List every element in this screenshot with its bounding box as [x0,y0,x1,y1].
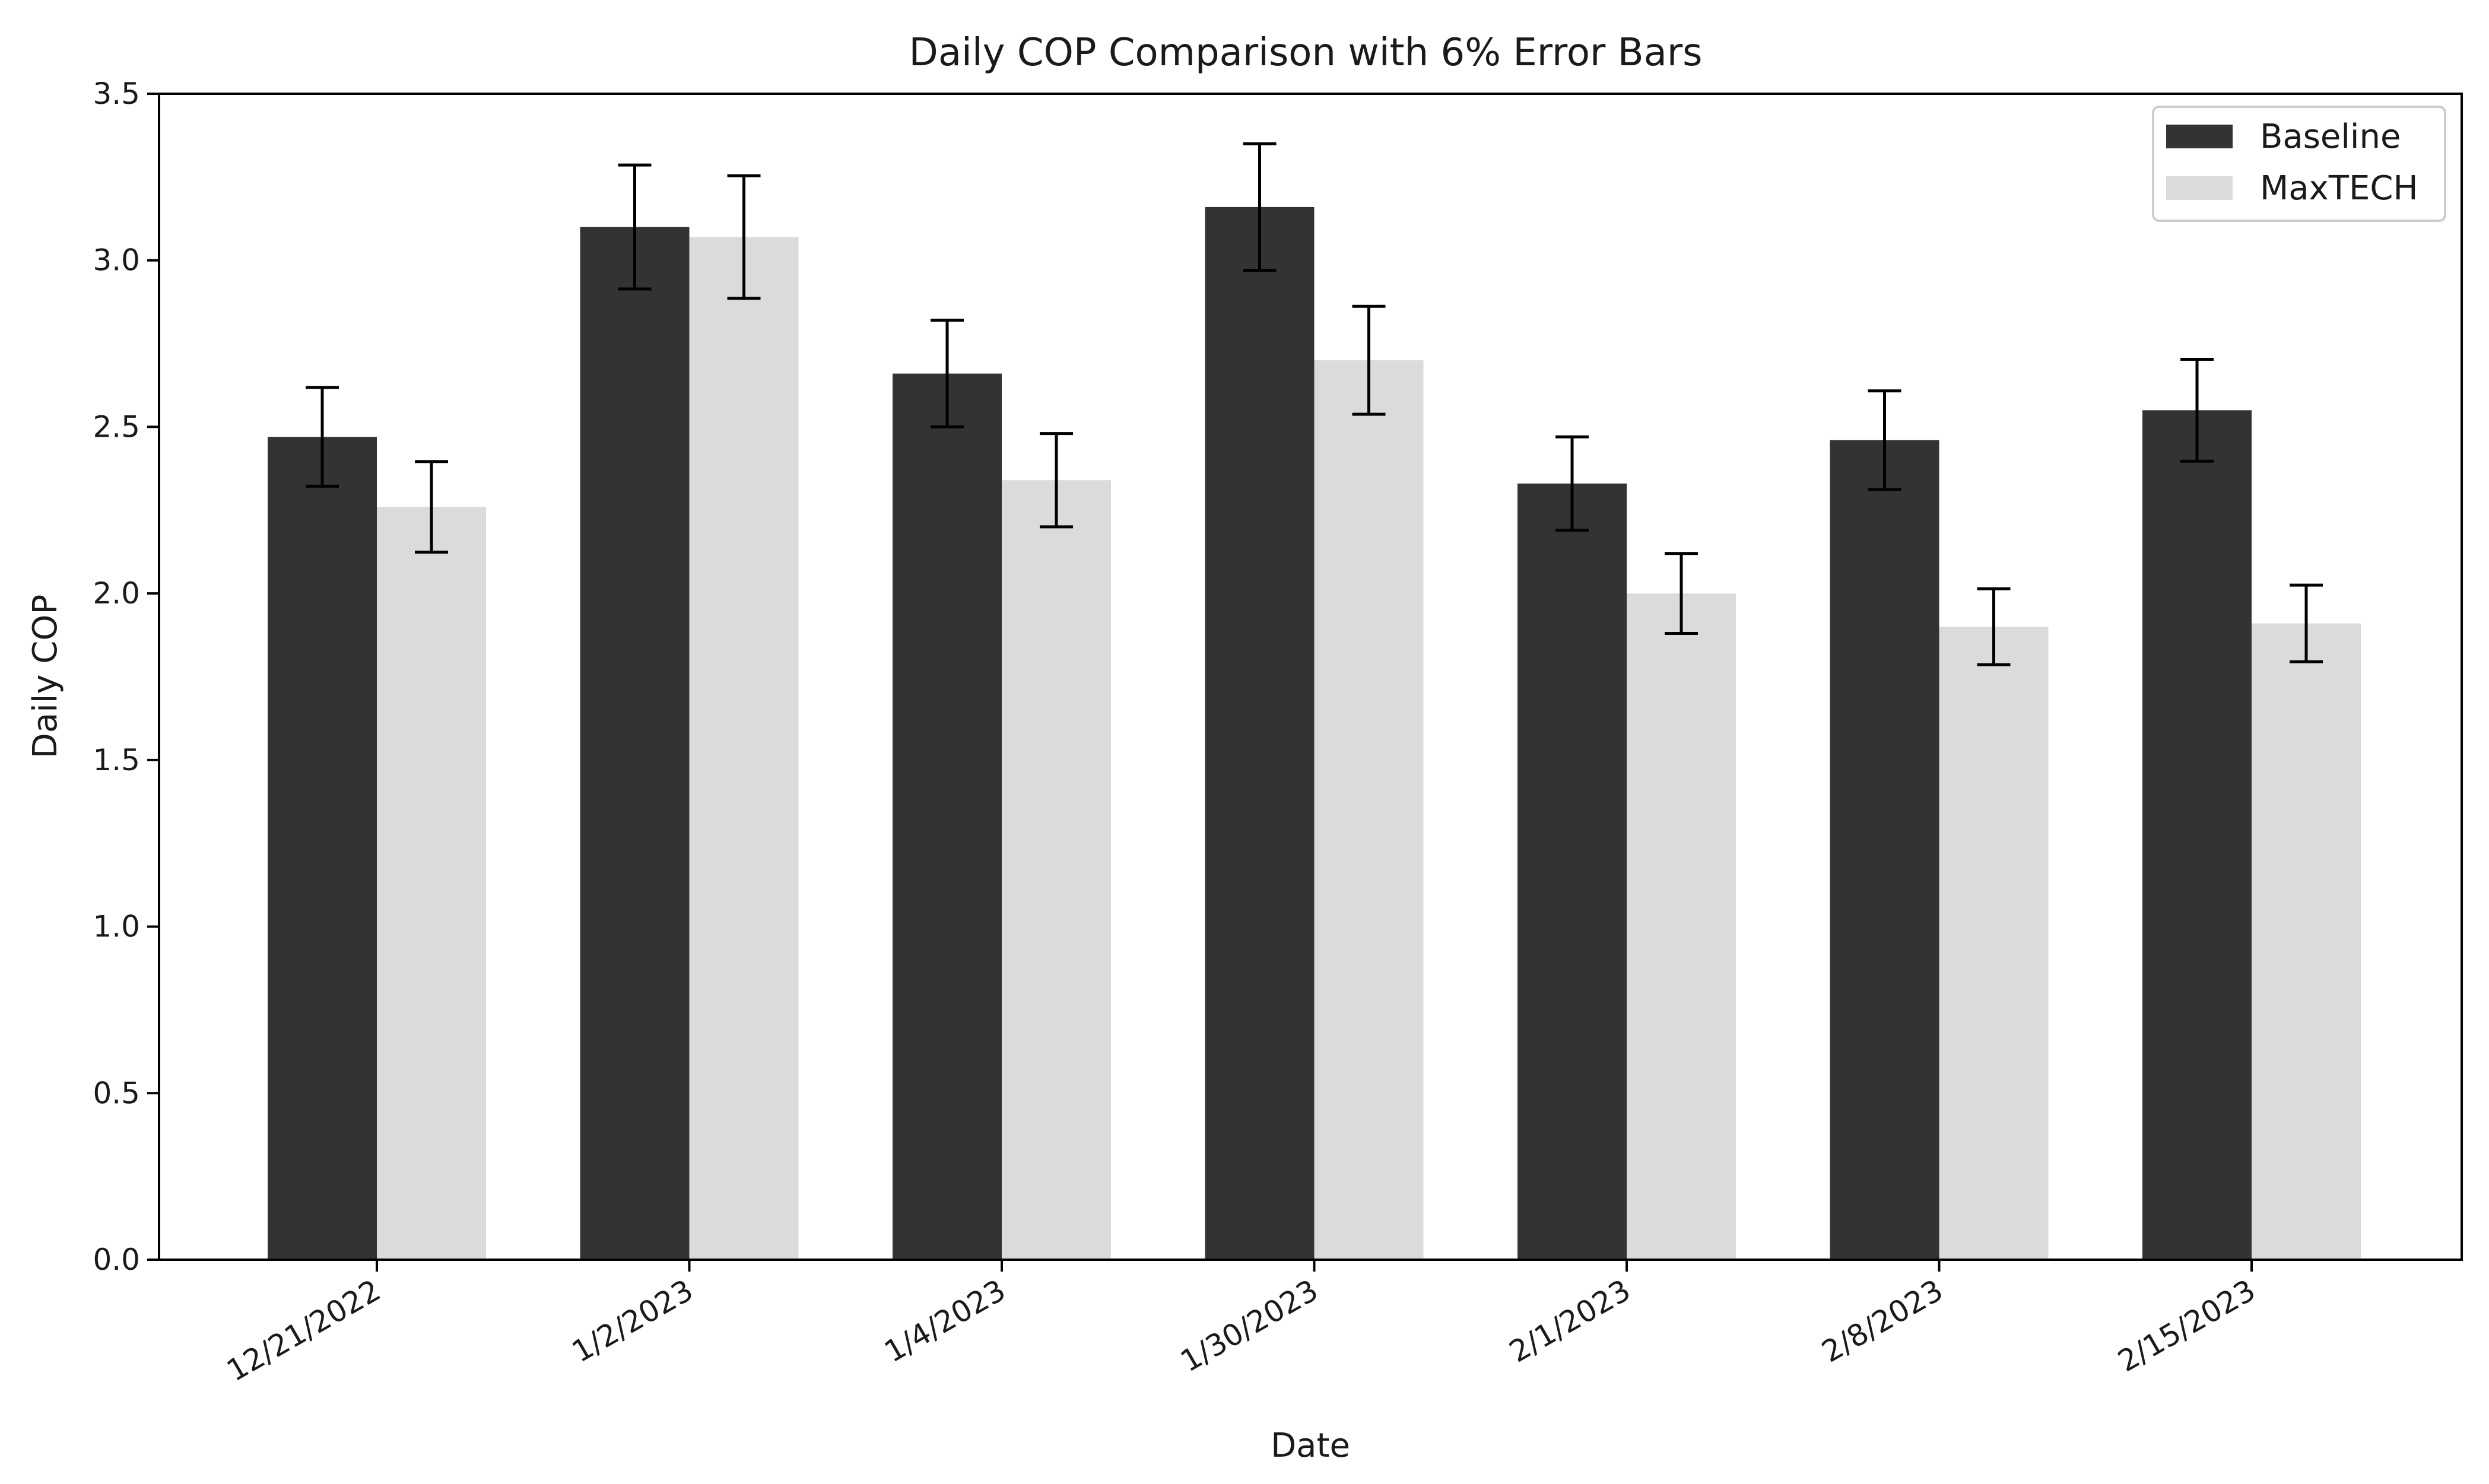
bar [377,507,486,1260]
plot-frame [158,93,2463,1261]
bar [1830,440,1939,1260]
legend-label: MaxTECH [2260,169,2418,208]
bar [1205,206,1315,1260]
plot-marks [268,142,2361,1260]
error-bars-maxtech [415,174,2323,666]
error-bar [1868,389,1901,491]
error-bars-baseline [306,142,2214,532]
legend-item: Baseline [2166,117,2401,156]
error-bar [1040,432,1073,529]
bar [2252,623,2361,1260]
error-bar [727,174,761,300]
bar [1314,360,1424,1260]
y-tick-label: 0.5 [93,1076,140,1110]
y-tick-label: 1.5 [93,743,140,777]
series-maxtech [377,237,2361,1260]
y-tick-label: 1.0 [93,910,140,944]
bar [1939,627,2049,1260]
y-axis-label: Daily COP [26,595,65,758]
error-bar [306,386,339,488]
bar [268,437,377,1260]
bar [580,227,690,1260]
legend-item: MaxTECH [2166,169,2418,208]
y-tick-label: 3.5 [93,77,140,111]
bar [1627,593,1736,1260]
error-bar [1352,304,1386,416]
bar [2142,410,2252,1260]
error-bar [931,319,964,428]
y-tick-label: 2.5 [93,409,140,444]
y-tick-label: 2.0 [93,576,140,611]
bar [689,237,799,1260]
legend-swatch [2166,176,2233,200]
bar [1517,483,1627,1260]
y-axis: 0.0 0.5 1.0 1.5 2.0 2.5 3.0 3.5 [93,77,159,1277]
legend-swatch [2166,125,2233,148]
error-bar [2180,357,2214,463]
bar [893,373,1002,1260]
y-tick-label: 3.0 [93,243,140,278]
error-bar [1243,142,1277,272]
x-axis-label: Date [1271,1426,1350,1465]
error-bar [415,460,448,554]
error-bar [1665,552,1698,635]
error-bar [1555,435,1589,532]
series-baseline [268,206,2252,1260]
chart-title: Daily COP Comparison with 6% Error Bars [909,31,1703,75]
bar [1002,480,1111,1260]
legend: Baseline MaxTECH [2152,106,2446,222]
error-bar [618,163,652,291]
legend-label: Baseline [2260,117,2401,156]
y-tick-label: 0.0 [93,1243,140,1277]
error-bar [1977,587,2011,666]
error-bar [2290,583,2323,663]
